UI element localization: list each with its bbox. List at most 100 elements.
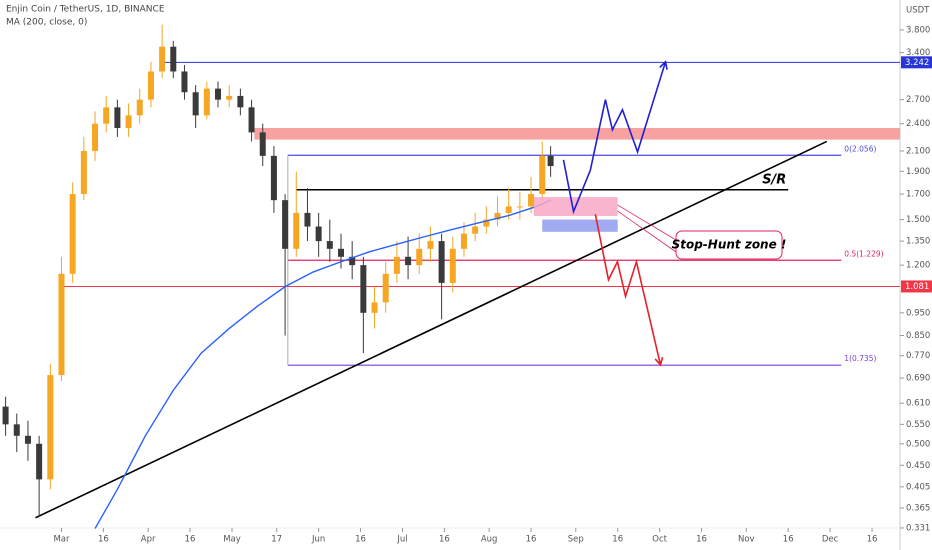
candle-body (528, 194, 535, 207)
y-tick-label: 0.850 (906, 331, 930, 341)
x-tick-label: Oct (652, 535, 667, 545)
fib-label: 1(0.735) (844, 354, 876, 363)
x-tick-label: Apr (141, 535, 156, 545)
y-tick-label: 0.770 (906, 351, 930, 361)
candle-body (337, 248, 344, 257)
x-tick-label: 16 (98, 535, 109, 545)
callout-text: Stop-Hunt zone ! (672, 238, 787, 252)
candle-body (472, 226, 479, 234)
candle-body (47, 375, 54, 480)
sr-label: S/R (762, 172, 786, 187)
unit-label: USDT (906, 6, 930, 16)
x-tick-label: Mar (53, 535, 70, 545)
x-tick-label: 16 (696, 535, 707, 545)
y-tick-label: 0.610 (906, 399, 930, 409)
fib-label: 0(2.056) (844, 144, 876, 153)
candle-body (427, 241, 434, 249)
candle-body (449, 248, 456, 283)
candle-body (181, 71, 188, 93)
price-tag-label: 1.081 (905, 282, 929, 292)
x-tick-label: 16 (867, 535, 878, 545)
y-tick-label: 1.200 (906, 261, 930, 271)
chart-title: Enjin Coin / TetherUS, 1D, BINANCE (6, 5, 165, 15)
candle-body (192, 92, 199, 116)
candle-body (203, 88, 210, 116)
candle-body (349, 256, 356, 266)
candle-body (92, 123, 99, 151)
candle-body (125, 115, 132, 128)
arrow-head (659, 60, 668, 70)
resistance-zone (254, 127, 900, 140)
callout-box (675, 230, 783, 260)
candle-body (382, 273, 389, 303)
candle-body (371, 302, 378, 313)
y-tick-label: 0.950 (906, 308, 930, 318)
x-tick-label: Jun (311, 535, 325, 545)
y-tick-label: 0.405 (906, 482, 930, 492)
y-tick-label: 3.800 (906, 25, 930, 35)
y-tick-label: 0.365 (906, 504, 930, 514)
candle-body (505, 206, 512, 213)
candle-body (69, 194, 76, 274)
candle-body (539, 155, 546, 195)
x-tick-label: 16 (185, 535, 196, 545)
stop-hunt-box (542, 219, 618, 232)
ma-line (94, 199, 551, 529)
candle-body (438, 241, 445, 283)
projection-path (562, 61, 667, 215)
fib-label: 0.5(1.229) (844, 249, 883, 258)
x-tick-label: May (223, 535, 241, 545)
callout-pointer (617, 204, 677, 241)
x-tick-label: Nov (738, 535, 755, 545)
price-tag (901, 56, 932, 69)
candle-body (80, 150, 87, 195)
candle-body (2, 406, 9, 425)
candle-body (36, 443, 43, 480)
y-tick-label: 0.550 (906, 420, 930, 430)
y-tick-label: 2.700 (906, 95, 930, 105)
candle-body (516, 206, 523, 208)
candle-body (315, 226, 322, 242)
candle-body (460, 233, 467, 249)
candle-body (136, 99, 143, 116)
candle-body (226, 95, 233, 100)
candle-body (405, 256, 412, 266)
candle-body (237, 95, 244, 108)
candle-body (215, 88, 222, 100)
x-tick-label: Jul (396, 535, 407, 545)
y-tick-label: 3.400 (906, 48, 930, 58)
candle-body (282, 200, 289, 249)
candle-body (360, 265, 367, 313)
x-tick-label: 16 (526, 535, 537, 545)
candle-body (13, 424, 20, 436)
candle-body (58, 273, 65, 376)
candle-body (393, 256, 400, 274)
callout-pointer (617, 210, 677, 253)
y-tick-label: 0.450 (906, 461, 930, 471)
candle-body (103, 107, 110, 124)
y-tick-label: 2.100 (906, 146, 930, 156)
candle-body (114, 107, 121, 128)
candle-body (304, 212, 311, 227)
price-tag-label: 3.242 (905, 58, 929, 68)
candle-body (293, 212, 300, 249)
x-tick-label: 16 (355, 535, 366, 545)
trendline (35, 140, 828, 519)
candle-body (483, 219, 490, 227)
projection-path (594, 214, 662, 366)
candle-body (270, 155, 277, 201)
candle-body (24, 435, 31, 444)
x-tick-label: 16 (783, 535, 794, 545)
x-tick-label: Sep (568, 535, 584, 545)
x-tick-label: Aug (481, 535, 498, 545)
price-tag (901, 280, 932, 293)
candle-body (326, 241, 333, 249)
y-tick-label: 1.700 (906, 190, 930, 200)
arrow-head (654, 356, 664, 367)
x-tick-label: 17 (271, 535, 282, 545)
candle-body (147, 71, 154, 100)
y-tick-label: 0.500 (906, 439, 930, 449)
y-tick-label: 1.350 (906, 237, 930, 247)
